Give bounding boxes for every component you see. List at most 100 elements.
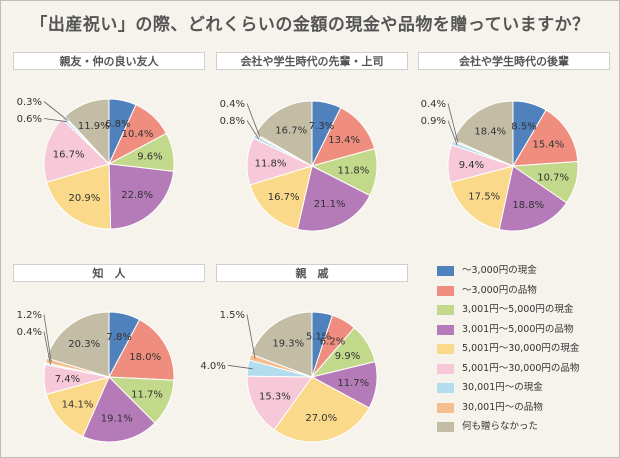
pie-title-senior: 会社や学生時代の先輩・上司 xyxy=(216,52,408,70)
pie-3-leader-7 xyxy=(43,314,52,362)
pie-1-leader-6 xyxy=(246,120,260,140)
pie-4-leader-7 xyxy=(246,314,256,359)
pie-title-relatives: 親 戚 xyxy=(216,264,408,282)
pie-1-slice-4 xyxy=(249,165,313,230)
pie-3-label-5: 7.4% xyxy=(55,374,80,385)
legend-swatch xyxy=(437,422,454,432)
pie-4-label-8: 19.3% xyxy=(272,338,304,349)
pie-2-slice-1 xyxy=(512,109,579,167)
pie-title-close-friends: 親友・仲の良い友人 xyxy=(13,52,205,70)
pie-2-label-5: 9.4% xyxy=(459,160,484,171)
pie-1-label-4: 16.7% xyxy=(268,192,300,203)
pie-4-label-0: 5.1% xyxy=(306,331,331,342)
pie-0-label-0: 6.8% xyxy=(105,119,130,130)
legend-item: 5,001円～30,000円の品物 xyxy=(437,361,617,377)
pie-0-label-6: 0.6% xyxy=(17,114,42,125)
pie-3-label-0: 7.8% xyxy=(106,332,131,343)
legend-swatch xyxy=(437,402,454,413)
pie-2-leader-6 xyxy=(447,120,458,146)
legend-label: ～3,000円の現金 xyxy=(462,265,537,276)
pie-0-label-4: 20.9% xyxy=(69,193,101,204)
pie-2-label-6: 0.9% xyxy=(421,116,446,127)
pie-2-label-8: 18.4% xyxy=(474,127,506,138)
pie-0-label-2: 9.6% xyxy=(137,152,162,163)
pie-1-label-7: 0.4% xyxy=(220,99,245,110)
pie-4-slice-4 xyxy=(273,376,370,443)
pie-2-label-4: 17.5% xyxy=(468,192,500,203)
pie-3-slice-3 xyxy=(82,376,156,443)
legend-item: 30,001円～の現金 xyxy=(437,380,617,396)
pie-0-leader-7 xyxy=(43,101,69,121)
pie-4-label-7: 1.5% xyxy=(220,310,245,321)
pie-4-leader-6 xyxy=(227,364,253,370)
pie-title-junior: 会社や学生時代の後輩 xyxy=(418,52,610,70)
pie-2-leader-7 xyxy=(447,103,459,143)
pie-4-label-5: 15.3% xyxy=(259,391,291,402)
pie-2-slice-3 xyxy=(498,165,568,232)
pie-3-label-7: 1.2% xyxy=(17,310,42,321)
pie-3-leader-6 xyxy=(43,331,51,365)
legend-item: 3,001円～5,000円の品物 xyxy=(437,322,617,338)
legend-swatch xyxy=(437,285,454,296)
pie-4-slice-5 xyxy=(246,375,313,431)
legend-item: 5,001円～30,000円の現金 xyxy=(437,341,617,357)
pie-2-slice-4 xyxy=(449,165,514,231)
pie-0-label-5: 16.7% xyxy=(53,150,85,161)
pie-1-label-2: 11.8% xyxy=(338,166,370,177)
pie-0-label-8: 11.9% xyxy=(78,121,110,132)
legend-label: 30,001円～の品物 xyxy=(462,401,543,413)
pie-0-slice-5 xyxy=(43,118,110,183)
legend-item: 3,001円～5,000円の現金 xyxy=(437,302,617,318)
legend-swatch xyxy=(437,344,454,354)
legend-item: 何も贈らなかった xyxy=(437,419,617,435)
legend-swatch xyxy=(437,383,454,393)
legend-item: 30,001円～の品物 xyxy=(437,400,617,416)
legend-item: ～3,000円の現金 xyxy=(437,263,617,279)
pie-3-label-3: 19.1% xyxy=(101,413,133,424)
pie-1-label-5: 11.8% xyxy=(255,158,287,169)
pie-4-label-6: 4.0% xyxy=(200,361,225,372)
pie-0-slice-8 xyxy=(64,98,110,166)
legend-swatch xyxy=(437,363,454,374)
pie-0-label-3: 22.8% xyxy=(121,190,153,201)
pie-2-slice-8 xyxy=(452,100,514,167)
pie-3-label-4: 14.1% xyxy=(62,400,94,411)
pie-3-label-1: 18.0% xyxy=(129,352,161,363)
pie-4-label-1: 6.2% xyxy=(320,336,345,347)
pie-4-label-4: 27.0% xyxy=(305,413,337,424)
legend-swatch xyxy=(437,324,454,335)
pie-0-leader-6 xyxy=(43,118,67,123)
pie-1-label-0: 7.3% xyxy=(309,121,334,132)
pie-2-label-1: 15.4% xyxy=(533,140,565,151)
main-title: 「出産祝い」の際、どれくらいの金額の現金や品物を贈っていますか？ xyxy=(30,15,590,35)
pie-1-label-1: 13.4% xyxy=(328,135,360,146)
legend-label: ～3,000円の品物 xyxy=(462,284,537,296)
legend-label: 30,001円～の現金 xyxy=(462,382,543,393)
legend-label: 5,001円～30,000円の品物 xyxy=(462,362,580,374)
pie-2-label-7: 0.4% xyxy=(421,99,446,110)
pie-0-slice-4 xyxy=(45,163,112,230)
pie-2-label-0: 8.5% xyxy=(511,121,536,132)
legend-label: 3,001円～5,000円の品物 xyxy=(462,323,574,335)
pie-3-label-2: 11.7% xyxy=(131,389,163,400)
pie-1-leader-7 xyxy=(246,103,261,138)
pie-3-label-6: 0.4% xyxy=(17,327,42,338)
pie-0-label-1: 10.4% xyxy=(122,129,154,140)
pie-2-label-3: 18.8% xyxy=(512,200,544,211)
pie-0-label-7: 0.3% xyxy=(17,97,42,108)
pie-3-slice-1 xyxy=(108,318,175,381)
pie-1-label-6: 0.8% xyxy=(220,116,245,127)
pie-4-label-2: 9.9% xyxy=(335,351,360,362)
legend-label: 5,001円～30,000円の現金 xyxy=(462,343,580,354)
legend-swatch xyxy=(437,305,454,315)
pie-3-label-8: 20.3% xyxy=(68,339,100,350)
pie-0-slice-3 xyxy=(108,163,175,230)
pie-1-label-3: 21.1% xyxy=(314,199,346,210)
legend-label: 何も贈らなかった xyxy=(462,421,539,432)
pie-title-acquaintance: 知 人 xyxy=(13,264,205,282)
pie-3-slice-4 xyxy=(45,376,110,438)
pie-4-label-3: 11.7% xyxy=(337,378,369,389)
pie-1-label-8: 16.7% xyxy=(275,126,307,137)
pie-1-slice-3 xyxy=(296,165,371,232)
